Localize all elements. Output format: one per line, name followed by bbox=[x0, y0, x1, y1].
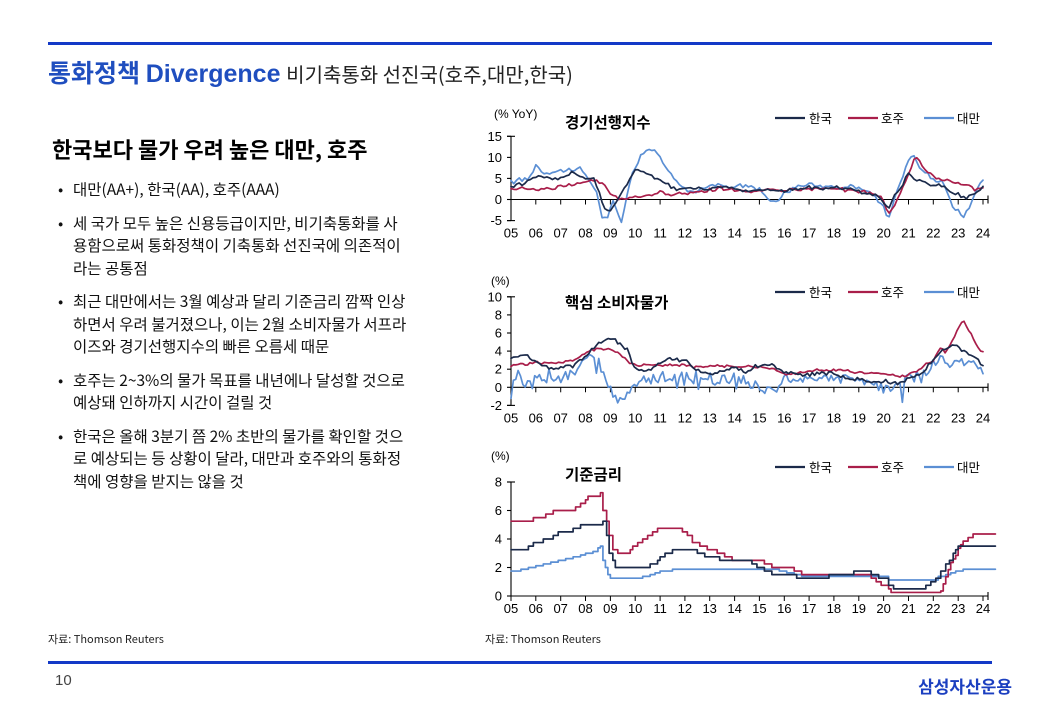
svg-text:11: 11 bbox=[653, 601, 667, 616]
svg-text:(%): (%) bbox=[491, 274, 510, 288]
svg-text:4: 4 bbox=[495, 532, 502, 547]
svg-text:08: 08 bbox=[578, 601, 592, 616]
svg-text:21: 21 bbox=[901, 410, 915, 425]
svg-text:18: 18 bbox=[827, 226, 841, 241]
svg-text:8: 8 bbox=[495, 475, 502, 490]
svg-text:05: 05 bbox=[504, 226, 518, 241]
svg-text:16: 16 bbox=[777, 410, 791, 425]
svg-text:22: 22 bbox=[926, 410, 940, 425]
svg-text:경기선행지수: 경기선행지수 bbox=[565, 111, 651, 133]
svg-text:21: 21 bbox=[901, 601, 915, 616]
svg-text:호주: 호주 bbox=[881, 282, 904, 301]
svg-text:07: 07 bbox=[553, 226, 567, 241]
svg-text:4: 4 bbox=[495, 344, 502, 359]
svg-text:6: 6 bbox=[495, 326, 502, 341]
svg-text:5: 5 bbox=[495, 171, 502, 186]
svg-text:대만: 대만 bbox=[957, 108, 981, 127]
svg-text:07: 07 bbox=[553, 601, 567, 616]
svg-text:06: 06 bbox=[529, 601, 543, 616]
svg-text:19: 19 bbox=[852, 226, 866, 241]
svg-text:23: 23 bbox=[951, 410, 965, 425]
svg-text:08: 08 bbox=[578, 226, 592, 241]
svg-text:10: 10 bbox=[628, 410, 642, 425]
svg-text:05: 05 bbox=[504, 410, 518, 425]
svg-text:대만: 대만 bbox=[957, 457, 981, 476]
svg-text:05: 05 bbox=[504, 601, 518, 616]
svg-text:8: 8 bbox=[495, 307, 502, 322]
svg-text:-2: -2 bbox=[490, 398, 502, 413]
svg-text:13: 13 bbox=[702, 601, 716, 616]
svg-text:14: 14 bbox=[727, 601, 741, 616]
svg-text:10: 10 bbox=[488, 289, 502, 304]
svg-text:16: 16 bbox=[777, 226, 791, 241]
svg-text:14: 14 bbox=[727, 410, 741, 425]
svg-text:06: 06 bbox=[529, 410, 543, 425]
svg-text:12: 12 bbox=[678, 601, 692, 616]
svg-text:22: 22 bbox=[926, 226, 940, 241]
svg-text:대만: 대만 bbox=[957, 282, 981, 301]
svg-text:22: 22 bbox=[926, 601, 940, 616]
svg-text:6: 6 bbox=[495, 503, 502, 518]
svg-text:15: 15 bbox=[752, 601, 766, 616]
svg-text:10: 10 bbox=[628, 601, 642, 616]
svg-text:21: 21 bbox=[901, 226, 915, 241]
svg-text:09: 09 bbox=[603, 601, 617, 616]
svg-text:기준금리: 기준금리 bbox=[565, 463, 622, 485]
svg-text:호주: 호주 bbox=[881, 457, 904, 476]
svg-text:0: 0 bbox=[495, 380, 502, 395]
svg-text:15: 15 bbox=[752, 410, 766, 425]
svg-text:16: 16 bbox=[777, 601, 791, 616]
svg-text:(%): (%) bbox=[491, 449, 510, 463]
svg-text:24: 24 bbox=[976, 601, 990, 616]
svg-text:20: 20 bbox=[876, 601, 890, 616]
svg-text:24: 24 bbox=[976, 410, 990, 425]
svg-text:10: 10 bbox=[488, 150, 502, 165]
svg-text:호주: 호주 bbox=[881, 108, 904, 127]
svg-text:17: 17 bbox=[802, 226, 816, 241]
svg-text:0: 0 bbox=[495, 192, 502, 207]
svg-text:15: 15 bbox=[752, 226, 766, 241]
svg-text:2: 2 bbox=[495, 362, 502, 377]
svg-text:11: 11 bbox=[653, 410, 667, 425]
svg-text:18: 18 bbox=[827, 601, 841, 616]
svg-text:14: 14 bbox=[727, 226, 741, 241]
svg-text:07: 07 bbox=[553, 410, 567, 425]
svg-text:한국: 한국 bbox=[809, 108, 832, 127]
svg-text:11: 11 bbox=[653, 226, 667, 241]
svg-text:18: 18 bbox=[827, 410, 841, 425]
svg-text:0: 0 bbox=[495, 589, 502, 604]
svg-text:23: 23 bbox=[951, 226, 965, 241]
svg-text:13: 13 bbox=[702, 410, 716, 425]
svg-text:17: 17 bbox=[802, 410, 816, 425]
svg-text:한국: 한국 bbox=[809, 282, 832, 301]
svg-text:19: 19 bbox=[852, 601, 866, 616]
svg-text:08: 08 bbox=[578, 410, 592, 425]
svg-text:09: 09 bbox=[603, 226, 617, 241]
svg-text:23: 23 bbox=[951, 601, 965, 616]
svg-text:10: 10 bbox=[628, 226, 642, 241]
svg-text:20: 20 bbox=[876, 226, 890, 241]
svg-text:19: 19 bbox=[852, 410, 866, 425]
svg-text:12: 12 bbox=[678, 226, 692, 241]
svg-text:(% YoY): (% YoY) bbox=[494, 107, 537, 121]
svg-text:20: 20 bbox=[876, 410, 890, 425]
svg-text:한국: 한국 bbox=[809, 457, 832, 476]
svg-text:09: 09 bbox=[603, 410, 617, 425]
svg-text:2: 2 bbox=[495, 560, 502, 575]
svg-text:06: 06 bbox=[529, 226, 543, 241]
svg-text:15: 15 bbox=[488, 129, 502, 144]
svg-text:24: 24 bbox=[976, 226, 990, 241]
svg-text:13: 13 bbox=[702, 226, 716, 241]
svg-text:-5: -5 bbox=[490, 213, 502, 228]
svg-text:핵심 소비자물가: 핵심 소비자물가 bbox=[565, 291, 668, 313]
svg-text:12: 12 bbox=[678, 410, 692, 425]
svg-text:17: 17 bbox=[802, 601, 816, 616]
